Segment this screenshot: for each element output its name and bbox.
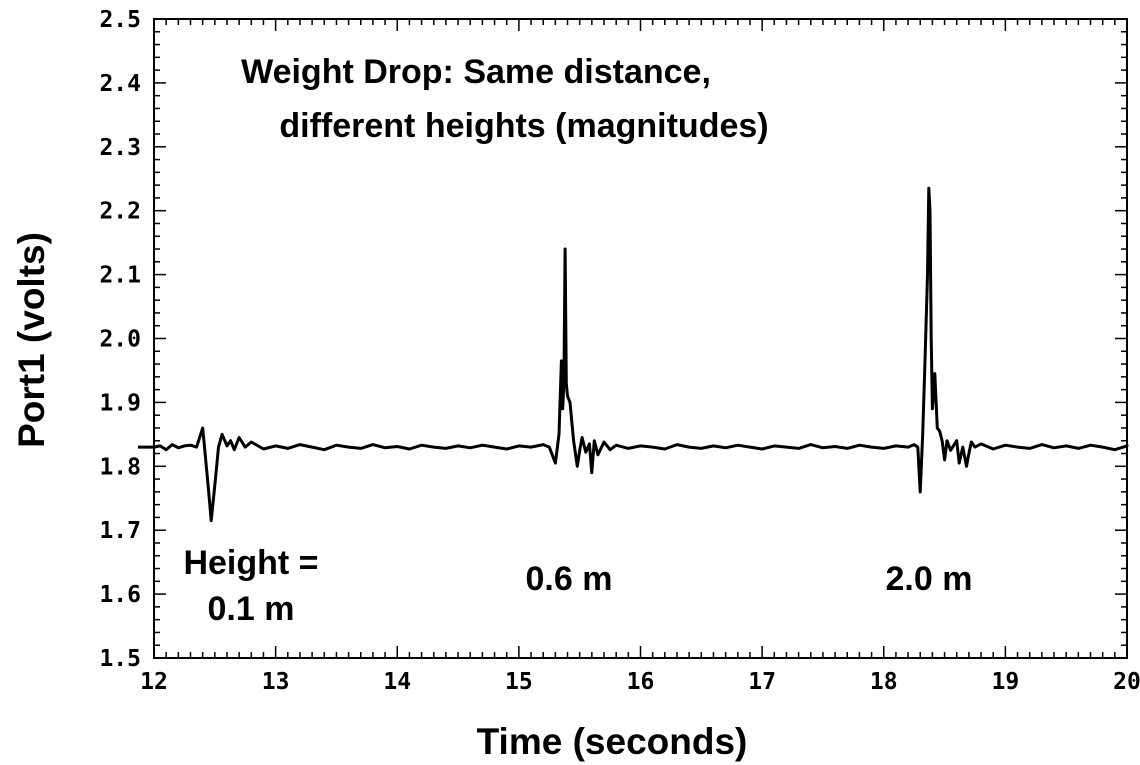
x-tick-label: 12 bbox=[140, 669, 168, 695]
x-tick-label: 17 bbox=[748, 669, 776, 695]
height-label-0-1m-line2: 0.1 m bbox=[208, 590, 295, 628]
x-tick-label: 20 bbox=[1113, 669, 1140, 695]
y-tick-label: 2.2 bbox=[99, 199, 141, 225]
y-tick-label: 2.1 bbox=[99, 263, 141, 289]
y-tick-label: 1.6 bbox=[99, 582, 141, 608]
x-tick-label: 18 bbox=[870, 669, 898, 695]
y-tick-label: 1.5 bbox=[99, 646, 141, 672]
x-tick-label: 13 bbox=[262, 669, 290, 695]
y-tick-label: 2.0 bbox=[99, 327, 141, 353]
height-label-0-6m: 0.6 m bbox=[526, 560, 613, 598]
y-tick-label: 2.3 bbox=[99, 135, 141, 161]
y-tick-label: 2.5 bbox=[99, 7, 141, 33]
height-label-0-1m-line1: Height = bbox=[183, 544, 318, 582]
y-axis-title: Port1 (volts) bbox=[11, 232, 52, 448]
height-label-2-0m: 2.0 m bbox=[886, 560, 973, 598]
x-tick-label: 15 bbox=[505, 669, 533, 695]
y-tick-label: 1.9 bbox=[99, 390, 141, 416]
y-tick-label: 1.8 bbox=[99, 454, 141, 480]
tick-labels: 12 13 14 15 16 17 18 19 20 1.5 1.6 1.7 1.8 1.9 2.0 2.1 2… bbox=[99, 7, 1140, 695]
series-layer bbox=[138, 186, 1129, 523]
x-tick-label: 19 bbox=[992, 669, 1020, 695]
x-tick-label: 14 bbox=[383, 669, 411, 695]
x-axis-title: Time (seconds) bbox=[477, 721, 748, 762]
series-line-0 bbox=[138, 186, 1129, 523]
y-tick-label: 2.4 bbox=[99, 71, 141, 97]
chart-annotation-title-line2: different heights (magnitudes) bbox=[279, 107, 768, 145]
chart-annotation-title-line1: Weight Drop: Same distance, bbox=[241, 53, 711, 91]
axis-ticks bbox=[153, 18, 1128, 659]
x-tick-label: 16 bbox=[627, 669, 655, 695]
y-tick-label: 1.7 bbox=[99, 518, 141, 544]
